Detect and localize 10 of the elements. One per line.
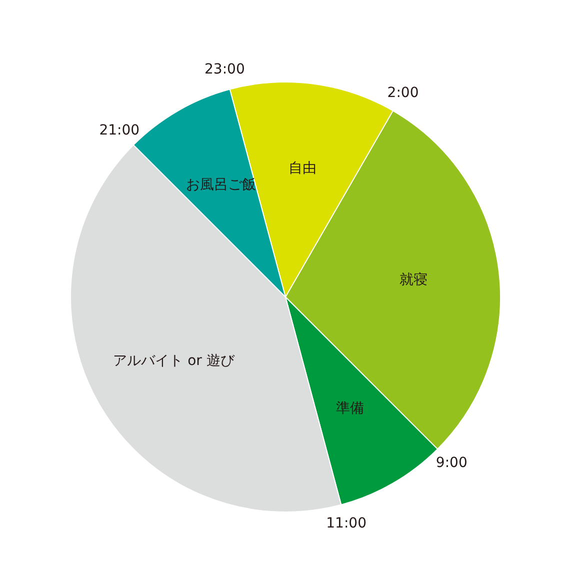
slice-label: 就寝 <box>399 272 428 288</box>
slice-label: 自由 <box>288 160 316 177</box>
text: 23:00 <box>204 62 245 78</box>
slice-label: 準備 <box>336 400 364 416</box>
text: 11:00 <box>326 516 366 532</box>
slice-label: お風呂ご飯 <box>186 176 256 193</box>
slice-label: アルバイト or 遊び <box>113 353 236 370</box>
text: 9:00 <box>436 454 468 471</box>
text: 21:00 <box>99 122 140 138</box>
text: 2:00 <box>387 85 419 102</box>
